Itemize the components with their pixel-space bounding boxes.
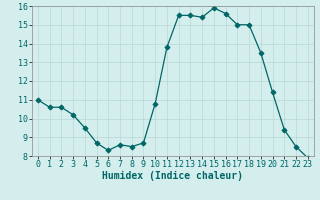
X-axis label: Humidex (Indice chaleur): Humidex (Indice chaleur) xyxy=(102,171,243,181)
